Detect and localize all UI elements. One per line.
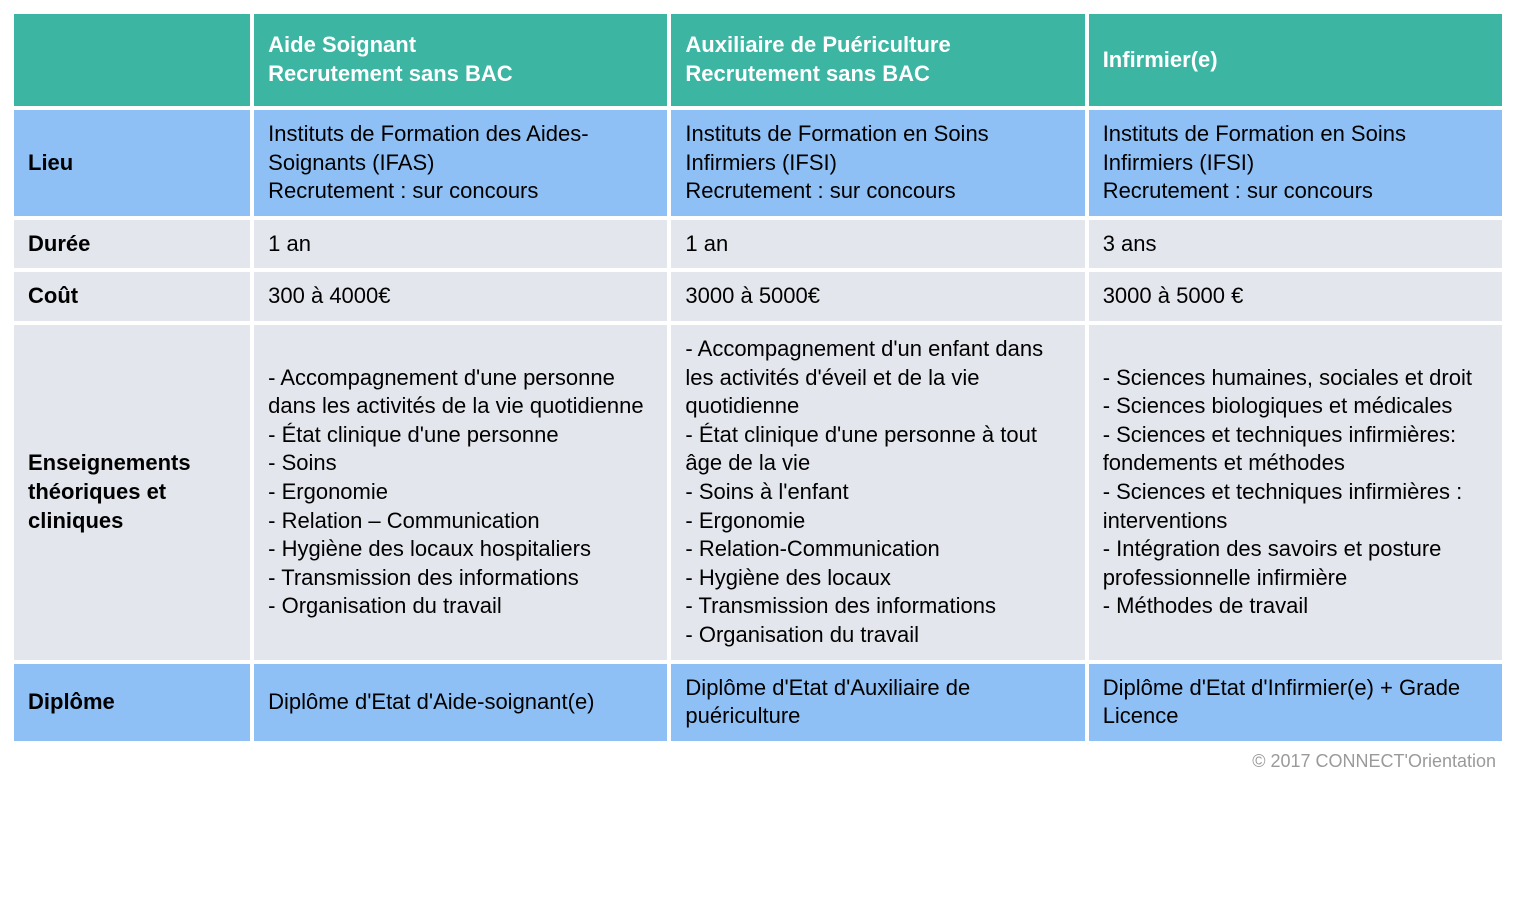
cell-content: 3000 à 5000 €	[1103, 282, 1488, 311]
row-label: Lieu	[14, 110, 250, 216]
table-cell: 1 an	[254, 220, 667, 269]
table-row: LieuInstituts de Formation des Aides-Soi…	[14, 110, 1502, 216]
header-col-3: Infirmier(e)	[1089, 14, 1502, 106]
cell-content: - Accompagnement d'une personne dans les…	[268, 364, 653, 621]
comparison-table: Aide Soignant Recrutement sans BAC Auxil…	[10, 10, 1506, 745]
header-col-3-line1: Infirmier(e)	[1103, 46, 1488, 75]
header-col-2: Auxiliaire de Puériculture Recrutement s…	[671, 14, 1084, 106]
row-label: Diplôme	[14, 664, 250, 741]
table-row: Enseignements théoriques et cliniques- A…	[14, 325, 1502, 660]
header-col-2-line1: Auxiliaire de Puériculture	[685, 31, 1070, 60]
table-cell: Diplôme d'Etat d'Infirmier(e) + Grade Li…	[1089, 664, 1502, 741]
table-cell: 3000 à 5000€	[671, 272, 1084, 321]
cell-content: Instituts de Formation en Soins Infirmie…	[1103, 120, 1488, 206]
table-body: LieuInstituts de Formation des Aides-Soi…	[14, 110, 1502, 741]
table-cell: Instituts de Formation des Aides-Soignan…	[254, 110, 667, 216]
table-cell: 1 an	[671, 220, 1084, 269]
cell-content: - Sciences humaines, sociales et droit -…	[1103, 364, 1488, 621]
copyright-footer: © 2017 CONNECT'Orientation	[10, 745, 1506, 772]
table-row: Diplôme Diplôme d'Etat d'Aide-soignant(e)…	[14, 664, 1502, 741]
cell-content: 1 an	[685, 230, 1070, 259]
cell-content: 1 an	[268, 230, 653, 259]
cell-content: Instituts de Formation en Soins Infirmie…	[685, 120, 1070, 206]
header-col-1-line2: Recrutement sans BAC	[268, 60, 653, 89]
table-cell: - Accompagnement d'une personne dans les…	[254, 325, 667, 660]
table-cell: 3 ans	[1089, 220, 1502, 269]
cell-content: Diplôme d'Etat d'Infirmier(e) + Grade Li…	[1103, 674, 1488, 731]
table-cell: 3000 à 5000 €	[1089, 272, 1502, 321]
table-row: Durée 1 an 1 an 3 ans	[14, 220, 1502, 269]
table-row: Coût 300 à 4000€ 3000 à 5000€ 3000 à 5000 €	[14, 272, 1502, 321]
cell-content: Instituts de Formation des Aides-Soignan…	[268, 120, 653, 206]
table-header-row: Aide Soignant Recrutement sans BAC Auxil…	[14, 14, 1502, 106]
table-cell: Instituts de Formation en Soins Infirmie…	[1089, 110, 1502, 216]
table-cell: - Accompagnement d'un enfant dans les ac…	[671, 325, 1084, 660]
cell-content: 3 ans	[1103, 230, 1488, 259]
header-col-1-line1: Aide Soignant	[268, 31, 653, 60]
row-label: Enseignements théoriques et cliniques	[14, 325, 250, 660]
header-col-1: Aide Soignant Recrutement sans BAC	[254, 14, 667, 106]
cell-content: 300 à 4000€	[268, 282, 653, 311]
table-cell: Diplôme d'Etat d'Aide-soignant(e)	[254, 664, 667, 741]
table-cell: 300 à 4000€	[254, 272, 667, 321]
table-cell: Instituts de Formation en Soins Infirmie…	[671, 110, 1084, 216]
table-cell: Diplôme d'Etat d'Auxiliaire de puéricult…	[671, 664, 1084, 741]
header-col-2-line2: Recrutement sans BAC	[685, 60, 1070, 89]
header-blank	[14, 14, 250, 106]
cell-content: 3000 à 5000€	[685, 282, 1070, 311]
cell-content: Diplôme d'Etat d'Auxiliaire de puéricult…	[685, 674, 1070, 731]
cell-content: - Accompagnement d'un enfant dans les ac…	[685, 335, 1070, 650]
cell-content: Diplôme d'Etat d'Aide-soignant(e)	[268, 688, 653, 717]
row-label: Coût	[14, 272, 250, 321]
table-cell: - Sciences humaines, sociales et droit -…	[1089, 325, 1502, 660]
row-label: Durée	[14, 220, 250, 269]
